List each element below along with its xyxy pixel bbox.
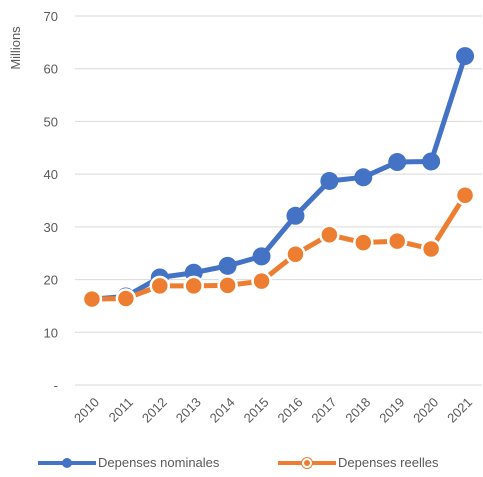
data-point xyxy=(115,288,137,309)
x-tick-label: 2013 xyxy=(173,395,204,426)
data-point xyxy=(319,224,340,246)
data-point xyxy=(386,230,408,252)
data-point xyxy=(285,244,306,265)
data-point xyxy=(388,153,407,172)
x-tick-label: 2015 xyxy=(241,395,272,426)
legend-item-reelles: Depenses reelles xyxy=(278,455,438,470)
y-tick-label: 50 xyxy=(44,114,58,129)
series-group xyxy=(81,47,476,310)
x-tick-label: 2017 xyxy=(308,395,339,426)
data-point xyxy=(320,171,339,190)
y-tick-label: 60 xyxy=(44,62,58,77)
y-axis-label: Millions xyxy=(8,26,23,70)
legend-marker-nominales xyxy=(62,457,72,468)
data-point xyxy=(286,206,305,225)
data-point xyxy=(217,275,238,296)
legend-label-reelles: Depenses reelles xyxy=(338,455,439,470)
legend-swatch-nominales xyxy=(38,456,96,470)
data-point xyxy=(183,275,204,297)
y-tick-label: 40 xyxy=(44,167,58,182)
data-point xyxy=(354,168,373,187)
x-tick-label: 2010 xyxy=(71,395,102,426)
x-tick-label: 2019 xyxy=(376,395,407,426)
gridlines xyxy=(75,15,482,386)
x-axis-ticks: 2010 2011 2012 2013 2014 2015 2016 2017 2018 2019… xyxy=(71,395,475,426)
data-point xyxy=(251,270,272,292)
data-point xyxy=(456,47,475,66)
data-point xyxy=(81,288,103,310)
legend-swatch-reelles xyxy=(278,456,336,470)
y-tick-label: 70 xyxy=(44,9,58,24)
x-tick-label: 2016 xyxy=(275,395,306,426)
y-tick-label: - xyxy=(54,378,58,393)
y-tick-label: 10 xyxy=(44,325,58,340)
x-tick-label: 2020 xyxy=(410,395,441,426)
y-tick-label: 30 xyxy=(44,220,58,235)
data-point xyxy=(420,238,442,260)
x-tick-label: 2011 xyxy=(106,395,136,425)
data-point xyxy=(454,184,476,206)
data-point xyxy=(252,247,271,266)
x-tick-label: 2018 xyxy=(342,395,373,426)
x-tick-label: 2021 xyxy=(444,395,475,426)
data-point xyxy=(353,232,374,253)
data-point xyxy=(218,256,237,275)
legend-item-nominales: Depenses nominales xyxy=(38,455,219,470)
x-tick-label: 2014 xyxy=(207,395,238,426)
legend-label-nominales: Depenses nominales xyxy=(98,455,220,470)
legend-marker-reelles xyxy=(302,457,312,468)
x-tick-label: 2012 xyxy=(139,395,170,426)
data-point xyxy=(149,275,171,297)
y-axis-ticks: - 10 20 30 40 50 60 70 xyxy=(44,9,58,393)
series-line xyxy=(89,53,468,302)
data-point xyxy=(422,152,441,171)
legend: Depenses nominales Depenses reelles xyxy=(0,455,483,475)
y-tick-label: 20 xyxy=(44,273,58,288)
